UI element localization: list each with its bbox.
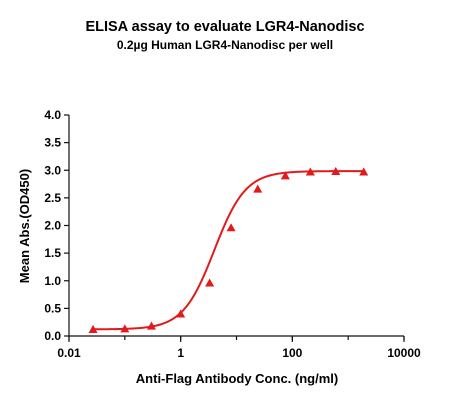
data-point	[359, 167, 369, 176]
data-point	[176, 309, 186, 318]
y-tick-label: 0.0	[44, 329, 61, 343]
y-tick-label: 2.0	[44, 219, 61, 233]
data-point	[331, 166, 341, 175]
y-tick-label: 2.5	[44, 191, 61, 205]
plot-area: 0.0 0.5 1.0 1.5 2.0 2.5 3.0 3.5 4.0 0.01 1 100 10000	[44, 108, 421, 360]
data-point	[120, 324, 130, 333]
x-tick-label: 100	[282, 346, 302, 360]
y-tick-label: 1.5	[44, 246, 61, 260]
y-tick-label: 0.5	[44, 301, 61, 315]
data-point	[305, 167, 315, 176]
data-point	[205, 278, 215, 287]
y-tick-label: 1.0	[44, 274, 61, 288]
x-axis-label: Anti-Flag Antibody Conc. (ng/ml)	[136, 371, 338, 386]
x-tick-label: 10000	[387, 346, 421, 360]
data-point	[88, 324, 98, 333]
data-point	[146, 321, 156, 330]
y-tick-label: 4.0	[44, 108, 61, 122]
x-tick-label: 1	[177, 346, 184, 360]
data-point	[226, 223, 236, 232]
x-tick-label: 0.01	[57, 346, 81, 360]
chart-title: ELISA assay to evaluate LGR4-Nanodisc	[85, 19, 364, 35]
y-tick-label: 3.5	[44, 136, 61, 150]
y-tick-label: 3.0	[44, 163, 61, 177]
data-point	[280, 171, 290, 180]
chart-subtitle: 0.2µg Human LGR4-Nanodisc per well	[117, 38, 333, 52]
fit-curve	[93, 170, 364, 331]
data-point	[253, 184, 263, 193]
y-axis-label: Mean Abs.(OD450)	[17, 169, 32, 283]
